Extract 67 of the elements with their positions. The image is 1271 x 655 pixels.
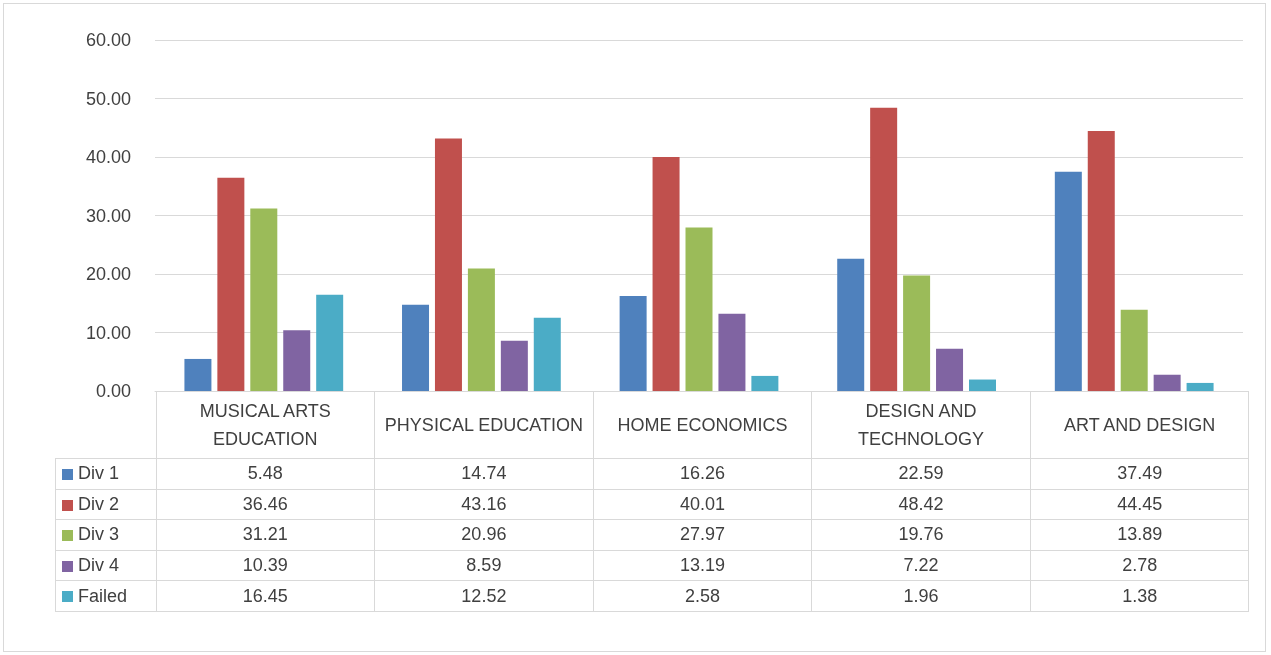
data-label: 13.89 bbox=[1030, 519, 1249, 551]
bar bbox=[500, 340, 528, 391]
data-label: 20.96 bbox=[374, 519, 594, 551]
bar bbox=[1186, 382, 1214, 391]
data-label: 31.21 bbox=[156, 519, 375, 551]
bar bbox=[837, 258, 865, 391]
data-label: 5.48 bbox=[156, 458, 375, 490]
y-tick-label: 30.00 bbox=[85, 205, 131, 226]
bar bbox=[936, 348, 964, 391]
data-label: 1.96 bbox=[811, 580, 1031, 612]
bar bbox=[1087, 130, 1115, 391]
bar bbox=[1120, 309, 1148, 391]
data-label: 13.19 bbox=[593, 550, 812, 581]
bar bbox=[1054, 171, 1082, 391]
legend-label: Failed bbox=[55, 580, 156, 612]
bar bbox=[402, 304, 430, 391]
legend-label: Div 2 bbox=[55, 489, 156, 520]
legend-label: Div 4 bbox=[55, 550, 156, 581]
x-tick-label: ART AND DESIGN bbox=[1030, 391, 1249, 459]
data-label: 19.76 bbox=[811, 519, 1031, 551]
legend-label: Div 3 bbox=[55, 519, 156, 551]
data-label: 44.45 bbox=[1030, 489, 1249, 520]
data-label: 12.52 bbox=[374, 580, 594, 612]
bar bbox=[870, 107, 898, 391]
y-tick-label: 40.00 bbox=[85, 147, 131, 167]
x-tick-label: HOME ECONOMICS bbox=[593, 391, 812, 459]
bar bbox=[968, 379, 996, 391]
bar bbox=[718, 313, 746, 391]
bar bbox=[184, 358, 212, 391]
bar bbox=[685, 227, 713, 391]
bar bbox=[903, 275, 931, 391]
data-label: 22.59 bbox=[811, 458, 1031, 490]
data-label: 40.01 bbox=[593, 489, 812, 520]
data-label: 36.46 bbox=[156, 489, 375, 520]
bar bbox=[250, 208, 278, 391]
data-label: 10.39 bbox=[156, 550, 375, 581]
bar bbox=[533, 317, 561, 391]
data-label: 7.22 bbox=[811, 550, 1031, 581]
x-tick-label: PHYSICAL EDUCATION bbox=[374, 391, 594, 459]
y-tick-label: 10.00 bbox=[85, 322, 131, 343]
data-label: 48.42 bbox=[811, 489, 1031, 520]
bar bbox=[467, 268, 495, 391]
bar bbox=[434, 138, 462, 391]
data-label: 16.45 bbox=[156, 580, 375, 612]
bar bbox=[652, 156, 680, 391]
bar bbox=[751, 375, 779, 391]
data-label: 37.49 bbox=[1030, 458, 1249, 490]
data-label: 8.59 bbox=[374, 550, 594, 581]
bar bbox=[1153, 374, 1181, 391]
bar bbox=[619, 295, 647, 391]
y-tick-label: 20.00 bbox=[85, 264, 131, 284]
x-tick-label: MUSICAL ARTS EDUCATION bbox=[156, 391, 375, 459]
data-label: 43.16 bbox=[374, 489, 594, 520]
y-tick-label: 0.00 bbox=[95, 381, 131, 401]
y-tick-label: 50.00 bbox=[85, 88, 131, 109]
x-tick-label: DESIGN AND TECHNOLOGY bbox=[811, 391, 1031, 459]
data-label: 2.78 bbox=[1030, 550, 1249, 581]
data-label: 14.74 bbox=[374, 458, 594, 490]
data-label: 16.26 bbox=[593, 458, 812, 490]
data-label: 2.58 bbox=[593, 580, 812, 612]
bar bbox=[217, 177, 245, 391]
y-tick-label: 60.00 bbox=[85, 30, 131, 50]
bar bbox=[316, 294, 344, 391]
data-label: 27.97 bbox=[593, 519, 812, 551]
legend-label: Div 1 bbox=[55, 458, 156, 490]
data-label: 1.38 bbox=[1030, 580, 1249, 612]
bar bbox=[283, 330, 311, 391]
